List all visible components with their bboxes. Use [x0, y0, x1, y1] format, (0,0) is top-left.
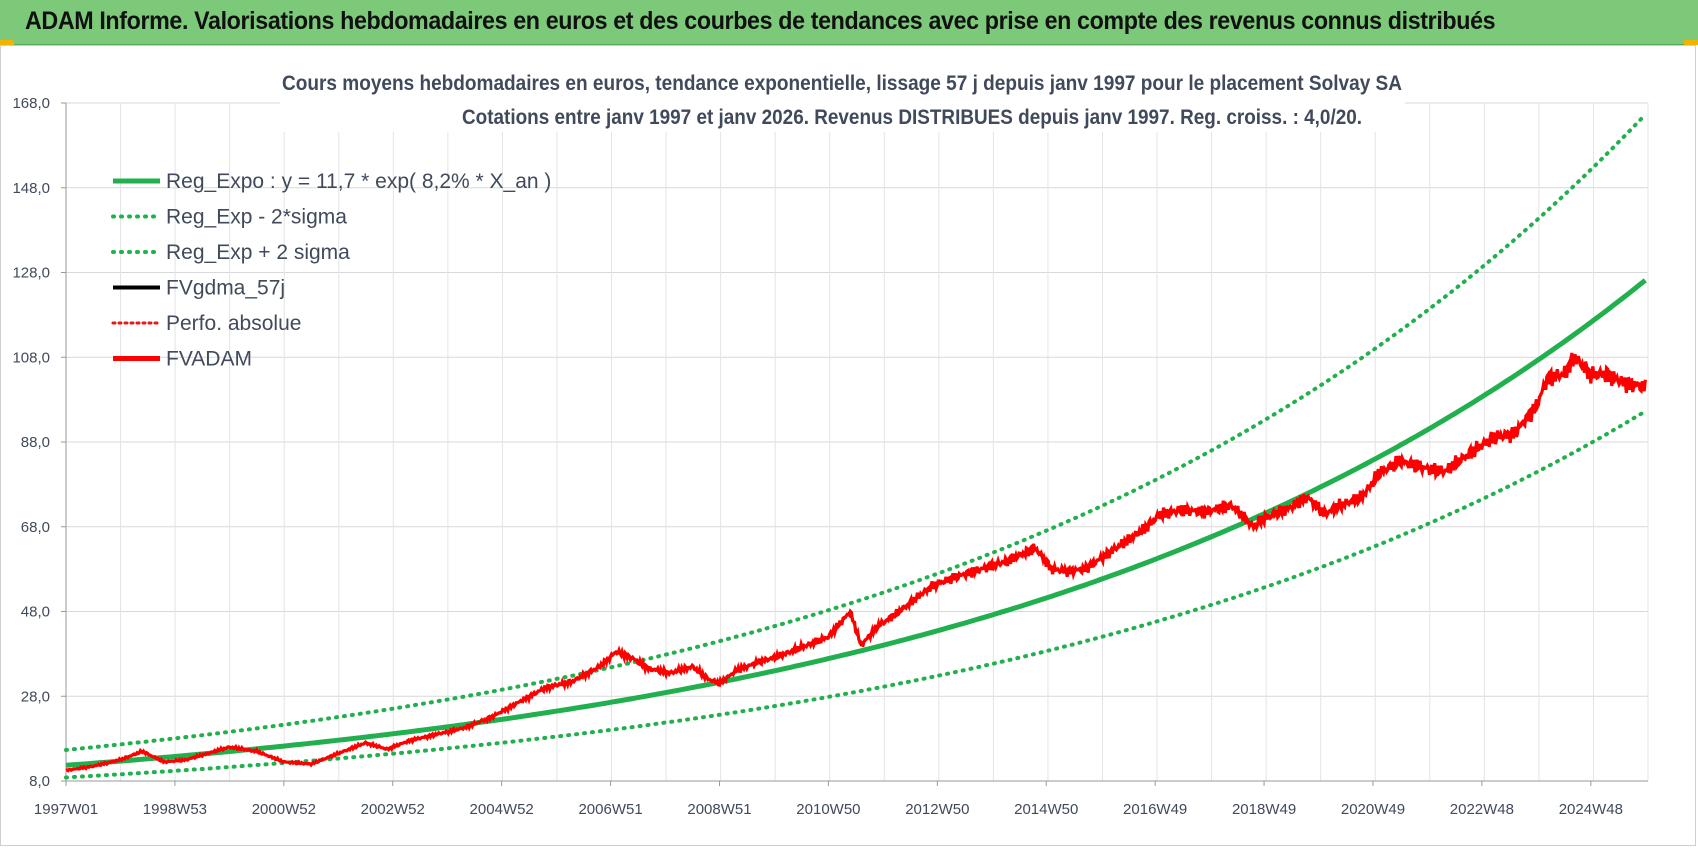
title-layer: Cours moyens hebdomadaires en euros, ten… [280, 64, 1405, 132]
y-tick-label: 28,0 [21, 688, 50, 705]
series-reg-expo [65, 278, 1647, 768]
y-tick-label: 48,0 [21, 604, 50, 621]
grid-layer [66, 102, 1649, 782]
legend-label-price: FVADAM [166, 348, 252, 371]
legend-label-reg-low: Reg_Exp - 2*sigma [166, 206, 347, 229]
corner-marker-left [0, 40, 14, 45]
x-tick-label: 2000W52 [252, 801, 316, 818]
legend: Reg_Expo : y = 11,7 * exp( 8,2% * X_an )… [111, 170, 551, 371]
legend-label-perfo: Perfo. absolue [166, 312, 301, 335]
x-tick-label: 2022W48 [1450, 801, 1514, 818]
y-tick-label: 108,0 [12, 349, 50, 366]
x-tick-label: 2018W49 [1232, 801, 1296, 818]
report-banner: ADAM Informe. Valorisations hebdomadaire… [0, 0, 1698, 45]
x-tick-label: 2008W51 [687, 801, 751, 818]
y-tick-label: 148,0 [12, 180, 50, 197]
x-tick-label: 2024W48 [1559, 801, 1623, 818]
x-tick-label: 2002W52 [361, 801, 425, 818]
x-tick-label: 2014W50 [1014, 801, 1078, 818]
y-tick-label: 68,0 [21, 519, 50, 536]
corner-marker-right [1684, 40, 1698, 45]
x-tick-label: 1997W01 [34, 801, 98, 818]
title-backdrop [280, 64, 1405, 132]
chart-title: Cours moyens hebdomadaires en euros, ten… [282, 72, 1402, 95]
axis-layer: 8,0 28,0 48,0 68,0 88,0 108,0 128,0 148,0 168,0 1… [12, 95, 1648, 818]
chart-subtitle: Cotations entre janv 1997 et janv 2026. … [462, 106, 1362, 129]
legend-label-reg-high: Reg_Exp + 2 sigma [166, 241, 350, 264]
report-title: ADAM Informe. Valorisations hebdomadaire… [25, 7, 1496, 35]
x-tick-label: 2020W49 [1341, 801, 1405, 818]
legend-label-reg: Reg_Expo : y = 11,7 * exp( 8,2% * X_an ) [166, 170, 551, 193]
x-tick-label: 2006W51 [578, 801, 642, 818]
y-tick-label: 88,0 [21, 434, 50, 451]
x-tick-label: 1998W53 [143, 801, 207, 818]
series-reg-exp-plus-2sigma [64, 112, 1648, 752]
series-fvadam [66, 352, 1647, 773]
x-tick-label: 2010W50 [796, 801, 860, 818]
chart-frame [0, 45, 1696, 846]
y-tick-label: 168,0 [12, 95, 50, 112]
x-tick-label: 2004W52 [470, 801, 534, 818]
series-perfo-absolue [66, 352, 1647, 772]
series-reg-exp-minus-2sigma [64, 409, 1648, 780]
legend-label-smooth: FVgdma_57j [166, 277, 285, 300]
x-tick-label: 2016W49 [1123, 801, 1187, 818]
series-layer [64, 112, 1648, 780]
x-tick-label: 2012W50 [905, 801, 969, 818]
y-tick-label: 128,0 [12, 265, 50, 282]
series-fvgdma-57j [65, 356, 1646, 772]
y-tick-label: 8,0 [29, 773, 50, 790]
